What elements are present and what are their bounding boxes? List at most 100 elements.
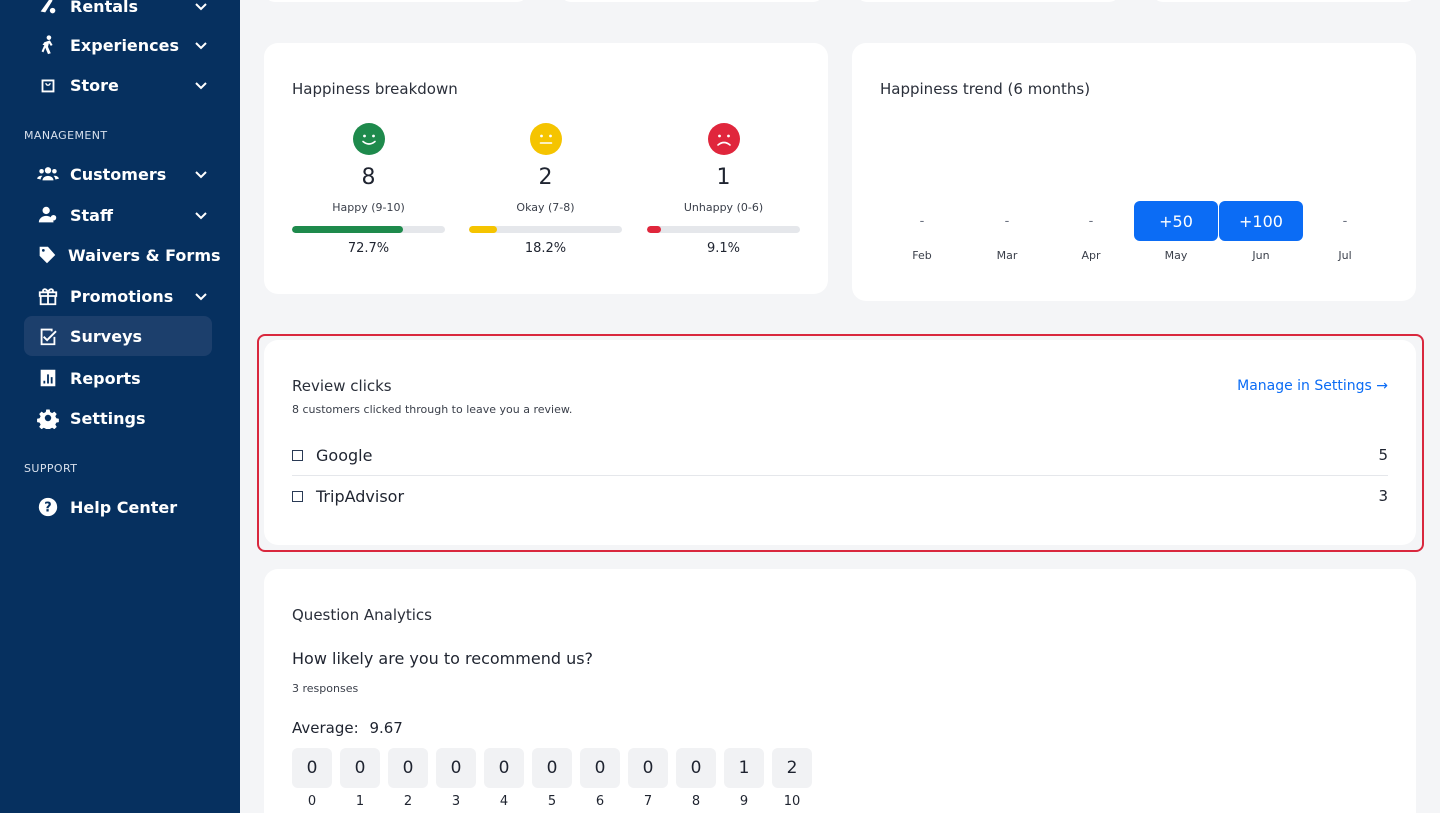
card-title: Review clicks bbox=[292, 377, 392, 395]
sidebar-item-surveys[interactable]: Surveys bbox=[24, 316, 212, 356]
trend-month-jun: +100 Jun bbox=[1219, 201, 1303, 262]
card-title: Question Analytics bbox=[292, 606, 432, 624]
rentals-icon bbox=[36, 0, 60, 18]
chevron-down-icon bbox=[194, 207, 208, 221]
sidebar-item-help-center[interactable]: ? Help Center bbox=[24, 487, 212, 527]
sidebar-item-rentals[interactable]: Rentals bbox=[24, 0, 212, 26]
happiness-breakdown-card: Happiness breakdown 8 Happy (9-10) 72.7%… bbox=[264, 43, 828, 294]
score-count: 0 bbox=[676, 748, 716, 788]
sidebar-item-label: Rentals bbox=[70, 0, 139, 16]
review-source-name: TripAdvisor bbox=[316, 486, 405, 506]
review-clicks-card: Review clicks 8 customers clicked throug… bbox=[264, 340, 1416, 545]
score-count: 0 bbox=[580, 748, 620, 788]
sidebar-item-promotions[interactable]: Promotions bbox=[24, 276, 212, 316]
chevron-down-icon bbox=[194, 37, 208, 51]
sidebar-item-label: Waivers & Forms bbox=[68, 245, 221, 265]
sidebar-item-store[interactable]: Store bbox=[24, 65, 212, 105]
trend-value: - bbox=[1004, 213, 1010, 229]
review-source-name: Google bbox=[316, 445, 373, 465]
trend-month-label: Jul bbox=[1338, 249, 1352, 262]
gift-icon bbox=[36, 284, 60, 308]
happiness-trend-card: Happiness trend (6 months) - Feb - Mar -… bbox=[852, 43, 1416, 301]
chevron-down-icon bbox=[194, 0, 208, 12]
trend-month-mar: - Mar bbox=[965, 201, 1049, 263]
review-clicks-highlight bbox=[257, 334, 1424, 552]
happiness-group-okay: 2 Okay (7-8) 18.2% bbox=[469, 123, 622, 256]
happiness-group-unhappy: 1 Unhappy (0-6) 9.1% bbox=[647, 123, 800, 256]
checkbox[interactable] bbox=[292, 490, 303, 502]
trend-month-label: Jun bbox=[1252, 249, 1270, 262]
trend-value: - bbox=[1088, 213, 1094, 229]
chevron-down-icon bbox=[194, 288, 208, 302]
score-cell: 2 10 bbox=[772, 748, 812, 809]
manage-in-settings-link[interactable]: Manage in Settings → bbox=[1237, 378, 1388, 394]
review-source-count: 3 bbox=[1378, 487, 1388, 505]
sidebar-item-waivers-forms[interactable]: Waivers & Forms bbox=[24, 235, 221, 275]
trend-value: - bbox=[1342, 213, 1348, 229]
okay-label: Okay (7-8) bbox=[516, 201, 575, 214]
happy-progress-fill bbox=[292, 226, 404, 233]
divider bbox=[292, 475, 1388, 476]
sidebar-item-label: Settings bbox=[70, 408, 146, 428]
sidebar: Rentals Experiences Store MANAGEMENT Cus… bbox=[0, 0, 240, 813]
unhappy-progress-bar bbox=[647, 226, 800, 233]
okay-count: 2 bbox=[538, 165, 553, 190]
happy-label: Happy (9-10) bbox=[332, 201, 405, 214]
score-label: 9 bbox=[739, 794, 749, 809]
review-clicks-subtitle: 8 customers clicked through to leave you… bbox=[292, 403, 573, 416]
sidebar-item-label: Help Center bbox=[70, 497, 178, 517]
section-label-support: SUPPORT bbox=[24, 462, 78, 475]
score-label: 7 bbox=[643, 794, 653, 809]
score-count: 0 bbox=[436, 748, 476, 788]
score-label: 8 bbox=[691, 794, 701, 809]
trend-value: +50 bbox=[1134, 201, 1218, 241]
sidebar-item-staff[interactable]: Staff bbox=[24, 195, 212, 235]
sidebar-item-label: Experiences bbox=[70, 35, 180, 55]
happy-percent: 72.7% bbox=[347, 241, 390, 256]
score-label: 2 bbox=[403, 794, 413, 809]
sidebar-item-customers[interactable]: Customers bbox=[24, 154, 212, 194]
score-label: 10 bbox=[783, 794, 801, 809]
sidebar-item-experiences[interactable]: Experiences bbox=[24, 25, 212, 65]
trend-month-jul: - Jul bbox=[1303, 201, 1387, 263]
average-label: Average: bbox=[292, 719, 359, 737]
question-analytics-card: Question Analytics How likely are you to… bbox=[264, 569, 1416, 813]
happy-face-icon bbox=[352, 123, 385, 155]
trend-value: +100 bbox=[1219, 201, 1303, 241]
experiences-icon bbox=[36, 33, 60, 57]
unhappy-percent: 9.1% bbox=[706, 241, 741, 256]
sidebar-item-settings[interactable]: Settings bbox=[24, 398, 212, 438]
review-row-tripadvisor: TripAdvisor 3 bbox=[292, 476, 1388, 516]
review-row-google: Google 5 bbox=[292, 435, 1388, 475]
okay-progress-fill bbox=[469, 226, 497, 233]
happiness-group-happy: 8 Happy (9-10) 72.7% bbox=[292, 123, 445, 256]
okay-progress-bar bbox=[469, 226, 622, 233]
sidebar-item-label: Reports bbox=[70, 368, 141, 388]
sidebar-item-label: Store bbox=[70, 75, 119, 95]
score-count: 0 bbox=[628, 748, 668, 788]
stat-card bbox=[856, 0, 1120, 2]
neutral-face-icon bbox=[529, 123, 562, 155]
score-count: 1 bbox=[724, 748, 764, 788]
trend-month-label: Apr bbox=[1081, 249, 1101, 262]
checkbox[interactable] bbox=[292, 449, 303, 461]
question-text: How likely are you to recommend us? bbox=[292, 649, 594, 668]
score-label: 5 bbox=[547, 794, 557, 809]
sad-face-icon bbox=[707, 123, 740, 155]
store-icon bbox=[36, 73, 60, 97]
trend-month-label: May bbox=[1164, 249, 1188, 262]
okay-percent: 18.2% bbox=[524, 241, 567, 256]
sidebar-item-reports[interactable]: Reports bbox=[24, 358, 212, 398]
surveys-icon bbox=[36, 324, 60, 348]
score-count: 0 bbox=[388, 748, 428, 788]
unhappy-count: 1 bbox=[716, 165, 731, 190]
average-score: Average: 9.67 bbox=[292, 719, 403, 737]
